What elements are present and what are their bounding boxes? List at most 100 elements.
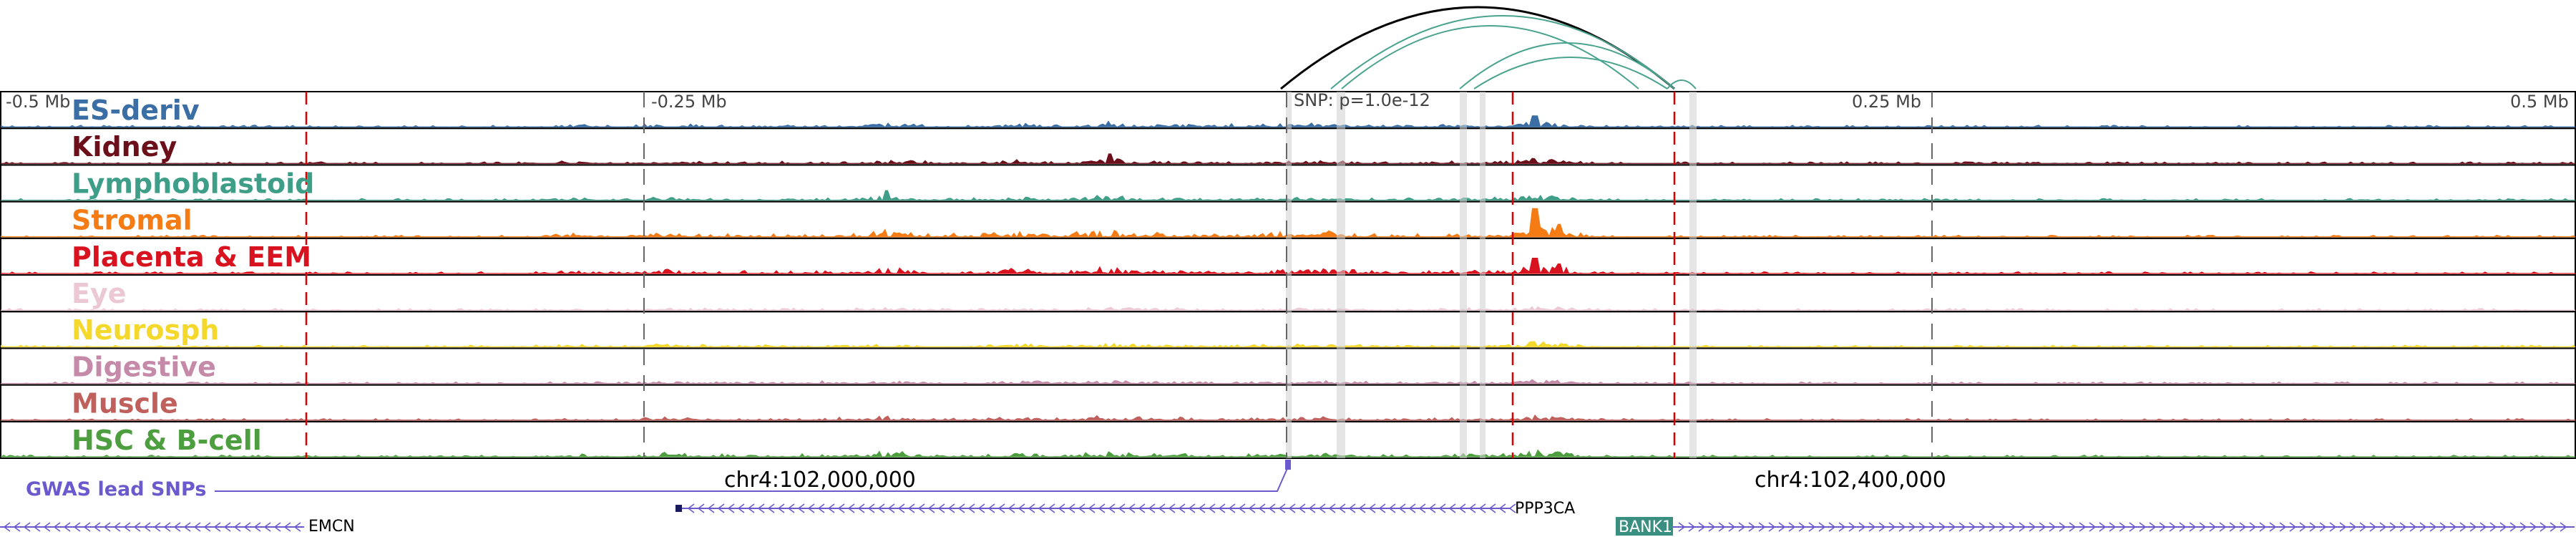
strand-arrow-ppp3ca bbox=[1328, 503, 1336, 513]
axis-tick-label-right: 0.5 Mb bbox=[2510, 92, 2569, 112]
strand-arrow-bank1 bbox=[2489, 522, 2497, 532]
track-label-10: HSC & B-cell bbox=[72, 425, 262, 456]
strand-arrow-ppp3ca bbox=[937, 503, 945, 513]
strand-arrow-bank1 bbox=[2540, 522, 2547, 532]
strand-arrow-bank1 bbox=[1908, 522, 1916, 532]
strand-arrow-ppp3ca bbox=[917, 503, 925, 513]
strand-arrow-bank1 bbox=[1948, 522, 1956, 532]
strand-arrow-bank1 bbox=[1688, 522, 1696, 532]
strand-arrow-bank1 bbox=[2349, 522, 2357, 532]
strand-arrow-bank1 bbox=[1818, 522, 1826, 532]
strand-arrow-bank1 bbox=[2329, 522, 2337, 532]
strand-arrow-ppp3ca bbox=[1418, 503, 1426, 513]
strand-arrow-bank1 bbox=[2479, 522, 2487, 532]
strand-arrow-ppp3ca bbox=[777, 503, 785, 513]
axis-tick-label-mid-right: 0.25 Mb bbox=[1852, 92, 1921, 112]
strand-arrow-bank1 bbox=[2219, 522, 2227, 532]
strand-arrow-ppp3ca bbox=[967, 503, 975, 513]
strand-arrow-ppp3ca bbox=[837, 503, 845, 513]
strand-arrow-bank1 bbox=[2129, 522, 2137, 532]
strand-arrow-bank1 bbox=[1898, 522, 1906, 532]
strand-arrow-ppp3ca bbox=[947, 503, 955, 513]
strand-arrow-bank1 bbox=[2199, 522, 2207, 532]
snp-highlight-4 bbox=[1480, 92, 1485, 458]
strand-arrow-bank1 bbox=[1989, 522, 1996, 532]
strand-arrow-bank1 bbox=[2299, 522, 2307, 532]
strand-arrow-ppp3ca bbox=[907, 503, 915, 513]
strand-arrow-ppp3ca bbox=[1108, 503, 1116, 513]
strand-arrow-emcn bbox=[93, 522, 101, 532]
strand-arrow-bank1 bbox=[2560, 522, 2567, 532]
strand-arrow-ppp3ca bbox=[1338, 503, 1346, 513]
strand-arrow-bank1 bbox=[2359, 522, 2367, 532]
strand-arrow-bank1 bbox=[1868, 522, 1876, 532]
strand-arrow-bank1 bbox=[2449, 522, 2457, 532]
strand-arrow-bank1 bbox=[2469, 522, 2477, 532]
strand-arrow-bank1 bbox=[2439, 522, 2447, 532]
strand-arrow-ppp3ca bbox=[1138, 503, 1146, 513]
loop-arc-5 bbox=[1473, 57, 1668, 90]
strand-arrow-bank1 bbox=[2109, 522, 2117, 532]
strand-arrow-ppp3ca bbox=[817, 503, 825, 513]
strand-arrow-bank1 bbox=[1858, 522, 1866, 532]
strand-arrow-bank1 bbox=[1838, 522, 1846, 532]
strand-arrow-bank1 bbox=[2279, 522, 2287, 532]
strand-arrow-bank1 bbox=[2419, 522, 2427, 532]
track-labels: ES-deriv Kidney Lymphoblastoid Stromal Place… bbox=[72, 95, 314, 456]
strand-arrow-bank1 bbox=[1979, 522, 1986, 532]
strand-arrow-emcn bbox=[3, 522, 11, 532]
gene-box-bank1 bbox=[1616, 517, 1673, 536]
strand-arrow-ppp3ca bbox=[767, 503, 775, 513]
strand-arrow-ppp3ca bbox=[1258, 503, 1266, 513]
strand-arrow-ppp3ca bbox=[1468, 503, 1476, 513]
strand-arrow-bank1 bbox=[2009, 522, 2016, 532]
loop-arc-2 bbox=[1330, 15, 1675, 90]
track-label-5: Placenta & EEM bbox=[72, 241, 311, 273]
strand-arrow-ppp3ca bbox=[1038, 503, 1045, 513]
strand-arrow-ppp3ca bbox=[687, 503, 695, 513]
strand-arrow-ppp3ca bbox=[1178, 503, 1186, 513]
loop-arc-4 bbox=[1459, 42, 1675, 90]
track-overlays bbox=[305, 92, 1933, 458]
strand-arrow-bank1 bbox=[2059, 522, 2067, 532]
strand-arrow-ppp3ca bbox=[1228, 503, 1236, 513]
strand-arrow-bank1 bbox=[2029, 522, 2036, 532]
strand-arrow-ppp3ca bbox=[1348, 503, 1356, 513]
strand-arrow-emcn bbox=[103, 522, 111, 532]
strand-arrow-emcn bbox=[183, 522, 191, 532]
loop-arc-6 bbox=[1667, 79, 1697, 90]
strand-arrow-emcn bbox=[243, 522, 251, 532]
strand-arrow-bank1 bbox=[1958, 522, 1966, 532]
snp-highlight-3 bbox=[1460, 92, 1467, 458]
strand-arrow-bank1 bbox=[2319, 522, 2327, 532]
strand-arrow-ppp3ca bbox=[887, 503, 895, 513]
snp-highlight-1 bbox=[1286, 92, 1292, 458]
strand-arrow-ppp3ca bbox=[1098, 503, 1106, 513]
strand-arrow-bank1 bbox=[2039, 522, 2046, 532]
strand-arrow-bank1 bbox=[1999, 522, 2006, 532]
track-label-9: Muscle bbox=[72, 388, 178, 420]
strand-arrow-bank1 bbox=[2119, 522, 2127, 532]
strand-arrow-bank1 bbox=[2429, 522, 2437, 532]
strand-arrow-ppp3ca bbox=[747, 503, 755, 513]
strand-arrow-ppp3ca bbox=[707, 503, 715, 513]
track-label-2: Kidney bbox=[72, 131, 177, 163]
strand-arrow-emcn bbox=[53, 522, 61, 532]
strand-arrow-emcn bbox=[203, 522, 211, 532]
strand-arrow-ppp3ca bbox=[1398, 503, 1406, 513]
strand-arrow-bank1 bbox=[2499, 522, 2507, 532]
strand-arrow-ppp3ca bbox=[1448, 503, 1456, 513]
signal-9 bbox=[1, 414, 2575, 420]
strand-arrow-bank1 bbox=[1968, 522, 1976, 532]
strand-arrow-emcn bbox=[83, 522, 91, 532]
strand-arrow-ppp3ca bbox=[1508, 503, 1516, 513]
strand-arrow-bank1 bbox=[2409, 522, 2417, 532]
strand-arrow-ppp3ca bbox=[1288, 503, 1296, 513]
strand-arrow-ppp3ca bbox=[697, 503, 705, 513]
strand-arrow-bank1 bbox=[1788, 522, 1796, 532]
strand-arrow-bank1 bbox=[2149, 522, 2157, 532]
coordinate-label-right: chr4:102,400,000 bbox=[1755, 468, 1946, 493]
strand-arrow-ppp3ca bbox=[1308, 503, 1316, 513]
strand-arrow-ppp3ca bbox=[1058, 503, 1065, 513]
